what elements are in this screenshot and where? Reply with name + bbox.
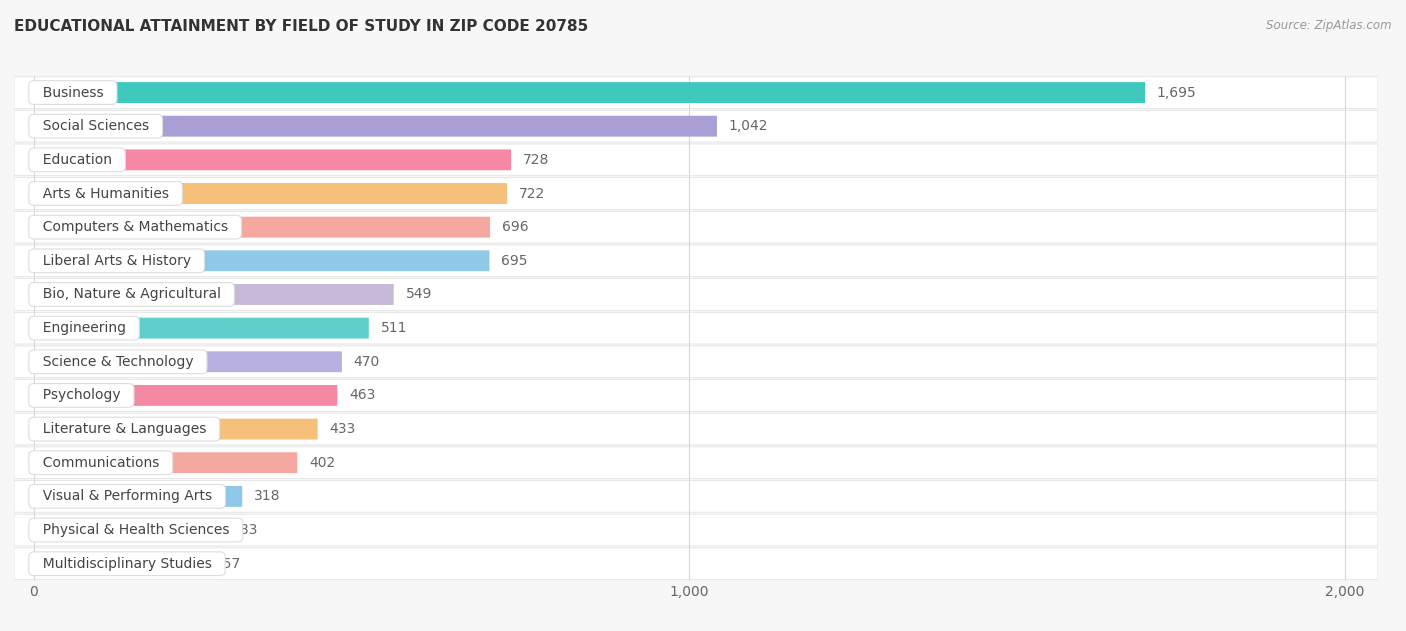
Text: Multidisciplinary Studies: Multidisciplinary Studies [34, 557, 221, 570]
FancyBboxPatch shape [14, 481, 1378, 512]
Text: 433: 433 [329, 422, 356, 436]
Text: Communications: Communications [34, 456, 167, 469]
FancyBboxPatch shape [34, 351, 342, 372]
FancyBboxPatch shape [14, 245, 1378, 276]
FancyBboxPatch shape [14, 380, 1378, 411]
Text: 470: 470 [354, 355, 380, 369]
Text: Psychology: Psychology [34, 389, 129, 403]
Text: 1,042: 1,042 [728, 119, 768, 133]
FancyBboxPatch shape [14, 413, 1378, 445]
Text: 695: 695 [501, 254, 527, 268]
Text: Computers & Mathematics: Computers & Mathematics [34, 220, 236, 234]
FancyBboxPatch shape [14, 447, 1378, 478]
FancyBboxPatch shape [34, 553, 202, 574]
Text: 318: 318 [254, 490, 281, 504]
Text: 728: 728 [523, 153, 550, 167]
FancyBboxPatch shape [14, 110, 1378, 142]
Text: Business: Business [34, 86, 112, 100]
Text: 1,695: 1,695 [1157, 86, 1197, 100]
Text: Education: Education [34, 153, 121, 167]
FancyBboxPatch shape [34, 317, 368, 339]
FancyBboxPatch shape [34, 251, 489, 271]
FancyBboxPatch shape [14, 548, 1378, 579]
Text: 722: 722 [519, 187, 546, 201]
Text: Literature & Languages: Literature & Languages [34, 422, 215, 436]
FancyBboxPatch shape [34, 216, 491, 238]
Text: Science & Technology: Science & Technology [34, 355, 202, 369]
FancyBboxPatch shape [34, 115, 717, 137]
FancyBboxPatch shape [34, 284, 394, 305]
FancyBboxPatch shape [34, 82, 1144, 103]
Text: Arts & Humanities: Arts & Humanities [34, 187, 177, 201]
Text: 402: 402 [309, 456, 336, 469]
FancyBboxPatch shape [34, 183, 508, 204]
FancyBboxPatch shape [34, 418, 318, 440]
Text: 463: 463 [349, 389, 375, 403]
Text: 257: 257 [214, 557, 240, 570]
FancyBboxPatch shape [34, 519, 219, 541]
Text: 283: 283 [231, 523, 257, 537]
FancyBboxPatch shape [14, 144, 1378, 175]
FancyBboxPatch shape [14, 346, 1378, 377]
Text: Physical & Health Sciences: Physical & Health Sciences [34, 523, 238, 537]
FancyBboxPatch shape [14, 211, 1378, 243]
Text: Social Sciences: Social Sciences [34, 119, 157, 133]
Text: Liberal Arts & History: Liberal Arts & History [34, 254, 200, 268]
FancyBboxPatch shape [34, 486, 242, 507]
FancyBboxPatch shape [14, 312, 1378, 344]
FancyBboxPatch shape [14, 514, 1378, 546]
Text: 511: 511 [381, 321, 408, 335]
FancyBboxPatch shape [14, 279, 1378, 310]
Text: Engineering: Engineering [34, 321, 135, 335]
Text: 696: 696 [502, 220, 529, 234]
Text: Bio, Nature & Agricultural: Bio, Nature & Agricultural [34, 288, 229, 302]
FancyBboxPatch shape [14, 178, 1378, 209]
Text: Source: ZipAtlas.com: Source: ZipAtlas.com [1267, 19, 1392, 32]
FancyBboxPatch shape [14, 77, 1378, 109]
Text: 549: 549 [405, 288, 432, 302]
FancyBboxPatch shape [34, 150, 510, 170]
FancyBboxPatch shape [34, 385, 337, 406]
Text: EDUCATIONAL ATTAINMENT BY FIELD OF STUDY IN ZIP CODE 20785: EDUCATIONAL ATTAINMENT BY FIELD OF STUDY… [14, 19, 588, 34]
FancyBboxPatch shape [34, 452, 297, 473]
Text: Visual & Performing Arts: Visual & Performing Arts [34, 490, 221, 504]
